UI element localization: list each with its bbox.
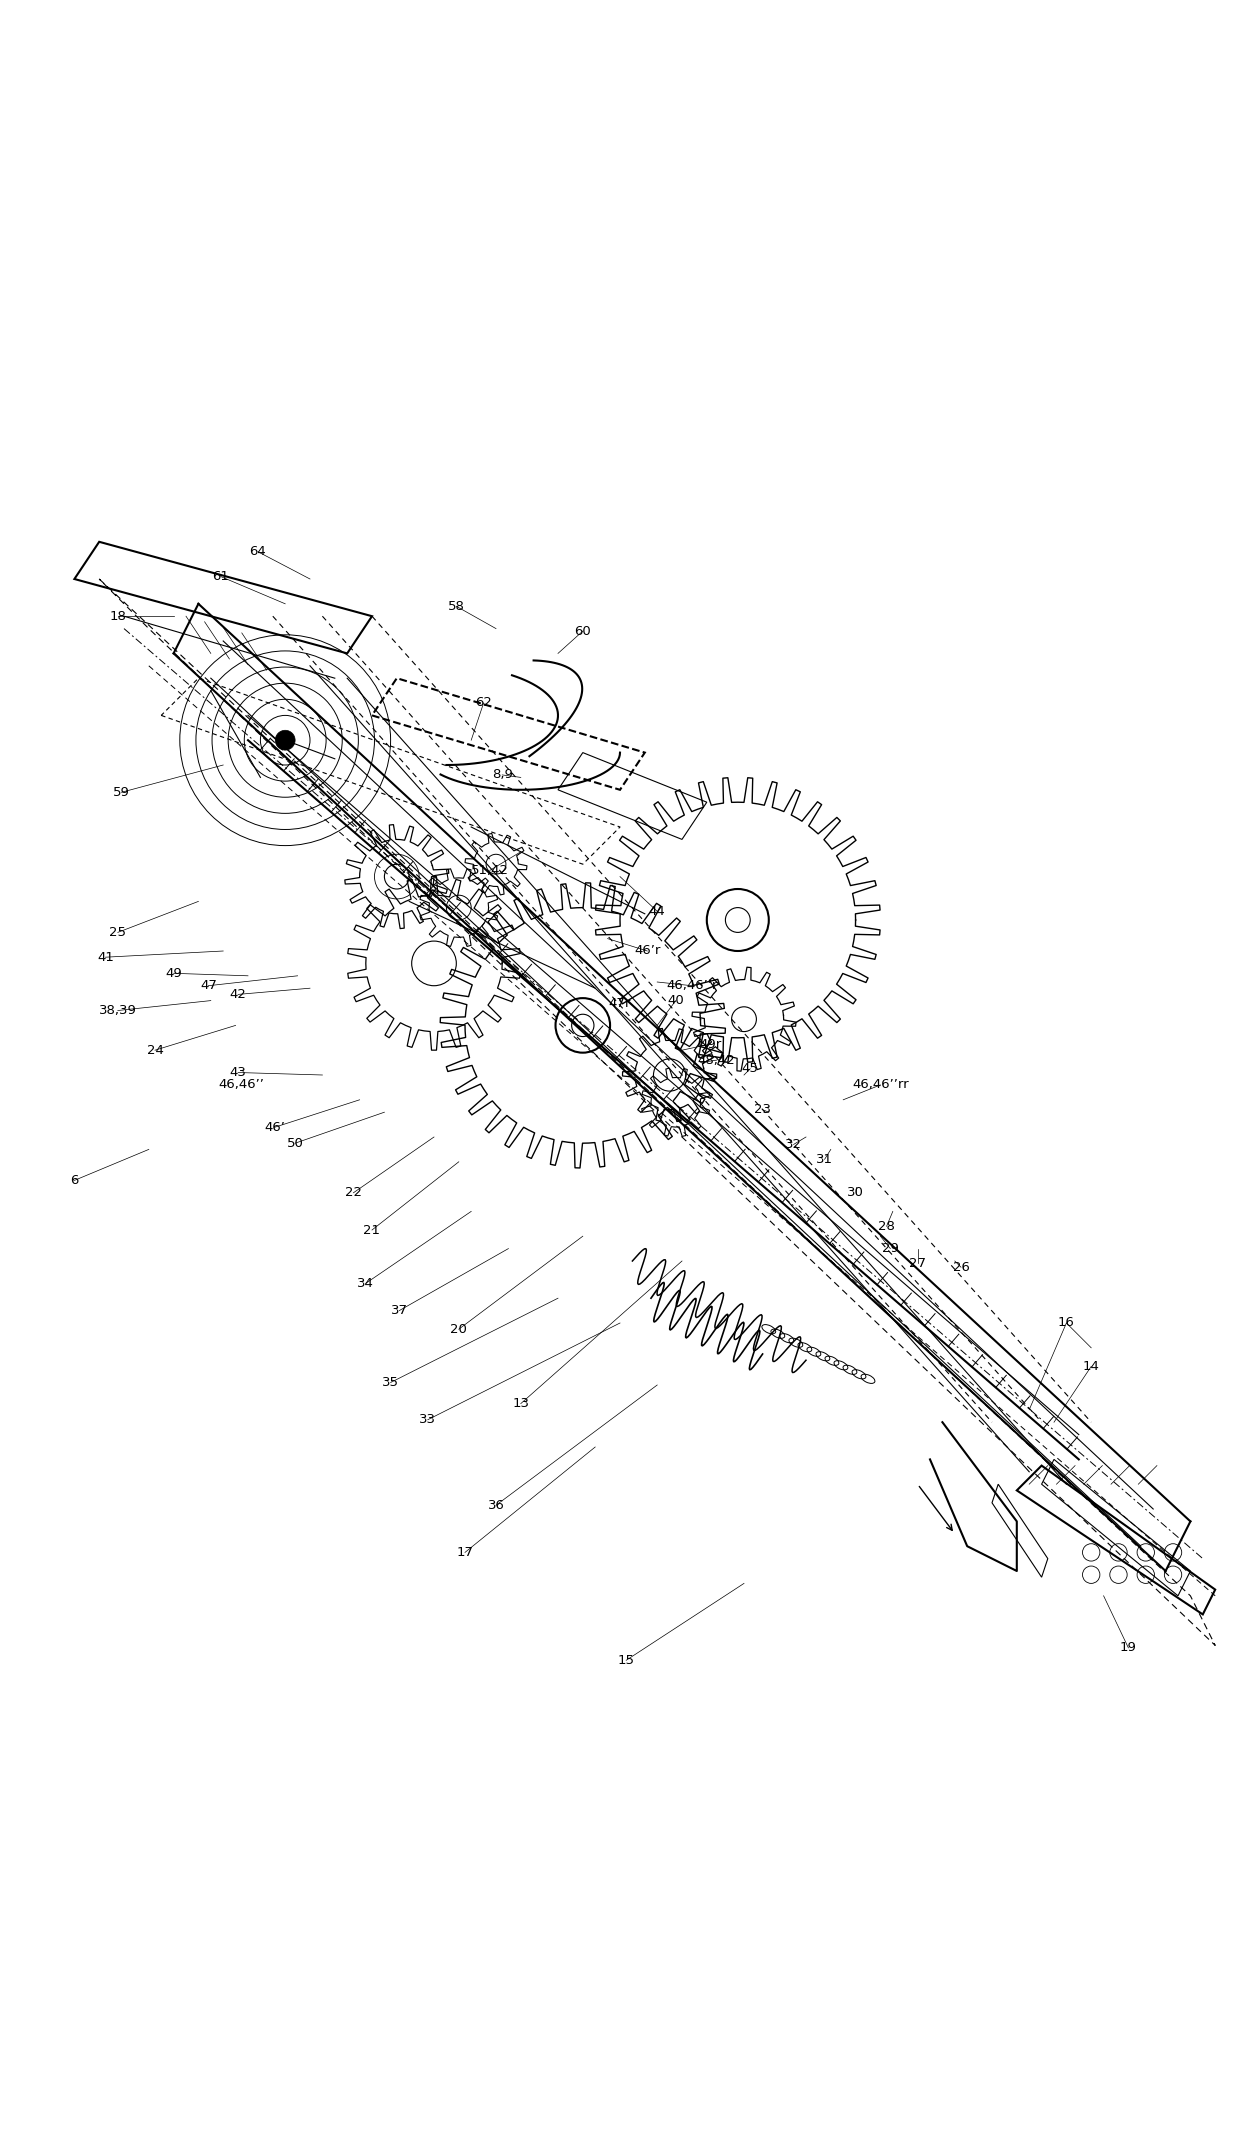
Text: 46,46’’rr: 46,46’’rr (852, 1079, 909, 1092)
Text: 17: 17 (456, 1546, 474, 1559)
Text: 47: 47 (200, 978, 217, 991)
Text: 32: 32 (785, 1137, 802, 1150)
Text: 27: 27 (909, 1258, 926, 1271)
Text: 24: 24 (146, 1043, 164, 1056)
Text: 46’r: 46’r (634, 944, 661, 957)
Text: 21: 21 (363, 1223, 381, 1236)
Text: 41: 41 (97, 950, 114, 963)
Text: 37: 37 (391, 1305, 408, 1318)
Text: 16: 16 (1058, 1316, 1075, 1329)
Text: 46’: 46’ (265, 1120, 285, 1133)
Text: 22: 22 (345, 1187, 362, 1200)
Text: 34: 34 (357, 1277, 374, 1290)
Text: 28: 28 (878, 1219, 895, 1232)
Text: 31: 31 (816, 1152, 833, 1165)
Text: 36: 36 (487, 1499, 505, 1511)
Text: 46,46’’: 46,46’’ (219, 1079, 264, 1092)
Text: 45: 45 (742, 1062, 759, 1075)
Text: 40: 40 (667, 993, 684, 1006)
Text: 49r: 49r (699, 1038, 722, 1051)
Text: 30: 30 (847, 1187, 864, 1200)
Text: 26: 26 (952, 1260, 970, 1273)
Text: 13: 13 (512, 1398, 529, 1410)
Text: 47r: 47r (609, 998, 631, 1010)
Text: 59: 59 (113, 785, 130, 800)
Text: 29: 29 (882, 1243, 899, 1256)
Text: 20: 20 (450, 1322, 467, 1335)
Text: 38,39: 38,39 (99, 1004, 136, 1017)
Text: 19: 19 (1120, 1640, 1137, 1653)
Text: 49: 49 (165, 968, 182, 980)
Text: 25: 25 (109, 927, 126, 940)
Text: 48,42: 48,42 (698, 1054, 735, 1066)
Text: 61: 61 (212, 570, 229, 583)
Text: 62: 62 (475, 697, 492, 710)
Text: 23: 23 (754, 1103, 771, 1116)
Text: 18: 18 (109, 611, 126, 623)
Text: 50: 50 (286, 1137, 304, 1150)
Text: 44: 44 (649, 905, 666, 918)
Text: 42: 42 (229, 987, 247, 1002)
Text: 14: 14 (1083, 1361, 1100, 1374)
Text: 43: 43 (229, 1066, 247, 1079)
Text: 15: 15 (618, 1653, 635, 1666)
Text: 8,9: 8,9 (492, 768, 512, 780)
Text: 51,42: 51,42 (471, 864, 508, 877)
Text: 60: 60 (574, 626, 591, 639)
Text: 6: 6 (71, 1174, 78, 1187)
Text: 46,46’’r: 46,46’’r (666, 978, 718, 991)
Text: 35: 35 (382, 1376, 399, 1389)
Text: 58: 58 (448, 600, 465, 613)
Text: 64: 64 (249, 546, 267, 559)
Text: 33: 33 (419, 1413, 436, 1425)
Circle shape (275, 731, 295, 750)
